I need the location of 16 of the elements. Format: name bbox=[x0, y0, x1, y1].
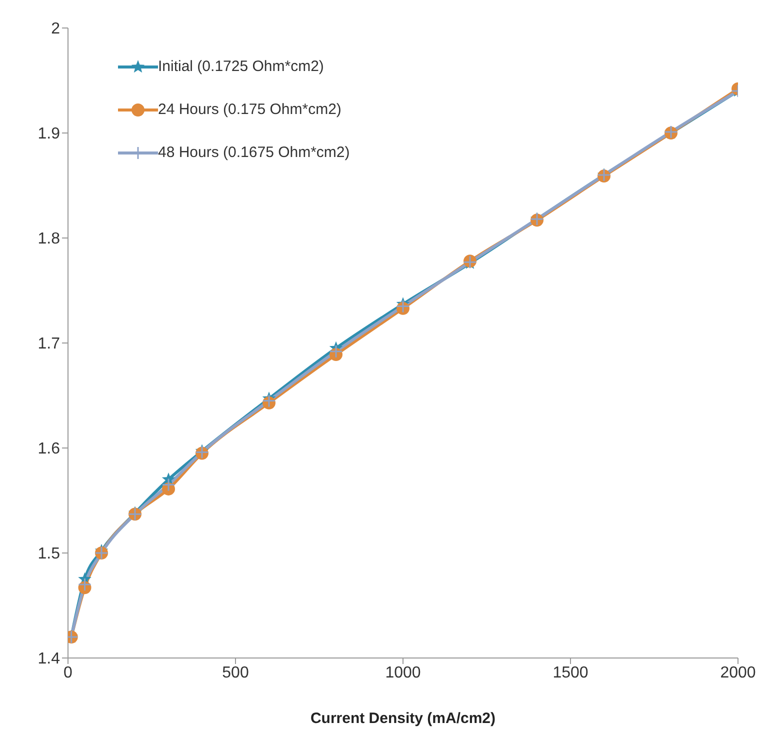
legend-label: Initial (0.1725 Ohm*cm2) bbox=[158, 58, 324, 75]
y-tick-label: 1.5 bbox=[38, 546, 60, 563]
y-tick-label: 1.9 bbox=[38, 126, 60, 143]
y-tick-label: 2 bbox=[51, 20, 60, 38]
y-tick-label: 1.4 bbox=[38, 650, 60, 668]
x-tick-label: 2000 bbox=[720, 664, 756, 682]
y-tick-label: 1.7 bbox=[38, 336, 60, 353]
y-tick-label: 1.6 bbox=[38, 440, 60, 458]
x-tick-label: 500 bbox=[222, 664, 249, 682]
x-tick-label: 1000 bbox=[385, 664, 421, 682]
x-tick-label: 1500 bbox=[552, 664, 588, 682]
y-tick-label: 1.8 bbox=[38, 230, 60, 248]
x-axis-title: Current Density (mA/cm2) bbox=[310, 710, 496, 727]
legend-label: 24 Hours (0.175 Ohm*cm2) bbox=[158, 101, 342, 118]
legend-label: 48 Hours (0.1675 Ohm*cm2) bbox=[158, 144, 350, 161]
x-tick-label: 0 bbox=[64, 664, 73, 682]
